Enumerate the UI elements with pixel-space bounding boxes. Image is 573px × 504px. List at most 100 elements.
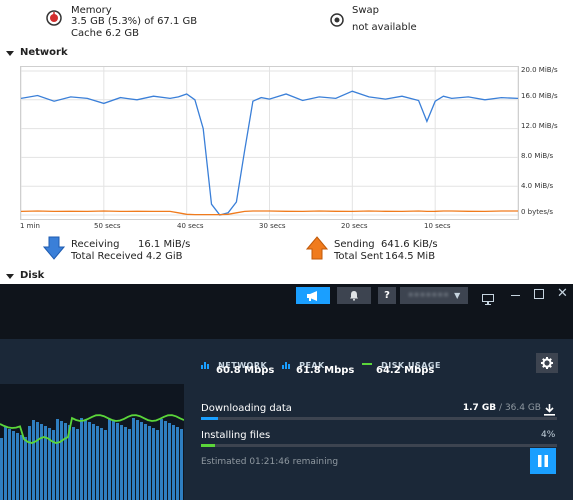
maximize-icon[interactable] — [534, 289, 544, 299]
network-stat: NETWORK — [201, 353, 267, 373]
download-progress-track — [201, 417, 557, 420]
bandwidth-graph-svg — [0, 414, 185, 500]
bandwidth-bar — [104, 430, 107, 500]
downloaded-amount: 1.7 GB — [462, 403, 497, 413]
bandwidth-bar — [76, 429, 79, 500]
memory-cache: Cache 6.2 GB — [71, 28, 139, 39]
total-received-value: 4.2 GiB — [146, 251, 183, 262]
bandwidth-bar — [60, 421, 63, 500]
bandwidth-bar — [36, 422, 39, 500]
network-chart — [20, 66, 519, 220]
y-tick-label: 8.0 MiB/s — [521, 152, 554, 160]
bandwidth-bar — [136, 420, 139, 500]
collapse-triangle-icon[interactable] — [6, 274, 14, 279]
username-blurred: ••••••• — [407, 290, 450, 301]
bandwidth-bar — [128, 429, 131, 500]
bandwidth-bar — [0, 438, 3, 500]
user-menu-button[interactable]: ••••••• ▼ — [400, 287, 468, 304]
peak-stat-label: PEAK — [299, 361, 325, 370]
bandwidth-bar — [44, 426, 47, 500]
bandwidth-bar — [28, 426, 31, 500]
bandwidth-bar — [68, 425, 71, 500]
download-icon — [544, 401, 555, 420]
upload-arrow-icon — [305, 236, 329, 264]
pause-button[interactable] — [530, 448, 556, 474]
disk-usage-stat: DISK USAGE — [362, 353, 441, 372]
x-tick-label: 30 secs — [259, 222, 286, 230]
bars-icon — [201, 354, 209, 373]
steam-downloads-window: ? ••••••• ▼ ✕ NETWORK 60.8 Mbps — [0, 284, 573, 500]
bell-icon — [350, 291, 358, 301]
big-picture-icon[interactable] — [482, 290, 494, 309]
close-icon[interactable]: ✕ — [557, 286, 568, 301]
gear-icon — [541, 357, 553, 369]
download-arrow-icon — [42, 236, 66, 264]
y-tick-label: 4.0 MiB/s — [521, 182, 554, 190]
bandwidth-bar — [84, 420, 87, 500]
sending-value: 641.6 KiB/s — [381, 239, 438, 250]
bandwidth-bar — [108, 419, 111, 500]
receiving-label: Receiving — [71, 239, 120, 250]
x-tick-label: 20 secs — [341, 222, 368, 230]
disk-usage-stat-value: 64.2 Mbps — [376, 365, 435, 376]
y-tick-label: 20.0 MiB/s — [521, 66, 558, 74]
y-tick-label: 12.0 MiB/s — [521, 122, 558, 130]
bandwidth-bar — [4, 427, 7, 500]
bandwidth-bar — [120, 425, 123, 500]
bandwidth-bar — [56, 419, 59, 500]
bandwidth-bar — [72, 427, 75, 500]
total-sent-label: Total Sent — [334, 251, 384, 262]
receive-line — [20, 90, 519, 216]
y-tick-label: 0 bytes/s — [521, 208, 553, 216]
time-remaining: Estimated 01:21:46 remaining — [201, 457, 339, 467]
x-tick-label: 40 secs — [177, 222, 204, 230]
bandwidth-bar — [144, 424, 147, 500]
bandwidth-bar — [64, 423, 67, 500]
network-section-title[interactable]: Network — [20, 47, 68, 58]
bandwidth-bar — [40, 424, 43, 500]
memory-usage: 3.5 GB (5.3%) of 67.1 GB — [71, 16, 198, 27]
x-tick-label: 50 secs — [94, 222, 121, 230]
download-progress-fill — [201, 417, 218, 420]
bandwidth-bar — [12, 431, 15, 500]
minimize-icon[interactable] — [511, 295, 520, 296]
bandwidth-bar — [160, 419, 163, 500]
bandwidth-bar — [168, 423, 171, 500]
steam-title-bar: ? ••••••• ▼ ✕ — [0, 284, 573, 339]
bandwidth-bar — [112, 421, 115, 500]
bandwidth-bar — [176, 427, 179, 500]
network-chart-svg — [20, 67, 519, 219]
installing-label: Installing files — [201, 430, 271, 441]
bandwidth-bar — [20, 435, 23, 500]
bandwidth-bar — [92, 424, 95, 500]
download-size: 1.7 GB / 36.4 GB — [452, 403, 541, 413]
announcements-button[interactable] — [296, 287, 330, 304]
system-monitor-panel: Memory 3.5 GB (5.3%) of 67.1 GB Cache 6.… — [6, 5, 558, 281]
swap-title: Swap — [352, 5, 380, 16]
bandwidth-bar — [8, 429, 11, 500]
collapse-triangle-icon[interactable] — [6, 51, 14, 56]
downloading-label: Downloading data — [201, 403, 292, 414]
y-tick-label: 16.0 MiB/s — [521, 92, 558, 100]
bandwidth-bar — [116, 423, 119, 500]
bandwidth-bar — [156, 430, 159, 500]
send-line — [20, 210, 518, 216]
notifications-button[interactable] — [337, 287, 371, 304]
bandwidth-bar — [148, 426, 151, 500]
bandwidth-bar — [24, 437, 27, 500]
bandwidth-bar — [152, 428, 155, 500]
install-progress-track — [201, 444, 557, 447]
help-button[interactable]: ? — [378, 287, 396, 304]
install-progress-fill — [201, 444, 216, 447]
pause-icon — [538, 455, 548, 467]
network-stat-label: NETWORK — [218, 361, 268, 370]
x-tick-label: 10 secs — [424, 222, 451, 230]
disk-section-title[interactable]: Disk — [20, 270, 45, 281]
bandwidth-bar — [48, 428, 51, 500]
bandwidth-bar — [88, 422, 91, 500]
download-panel: NETWORK 60.8 Mbps PEAK 61.8 Mbps DISK US… — [0, 339, 573, 500]
chevron-down-icon: ▼ — [454, 291, 461, 300]
swap-pie-icon — [330, 12, 344, 27]
settings-button[interactable] — [536, 353, 558, 373]
disk-usage-stat-label: DISK USAGE — [381, 361, 441, 370]
